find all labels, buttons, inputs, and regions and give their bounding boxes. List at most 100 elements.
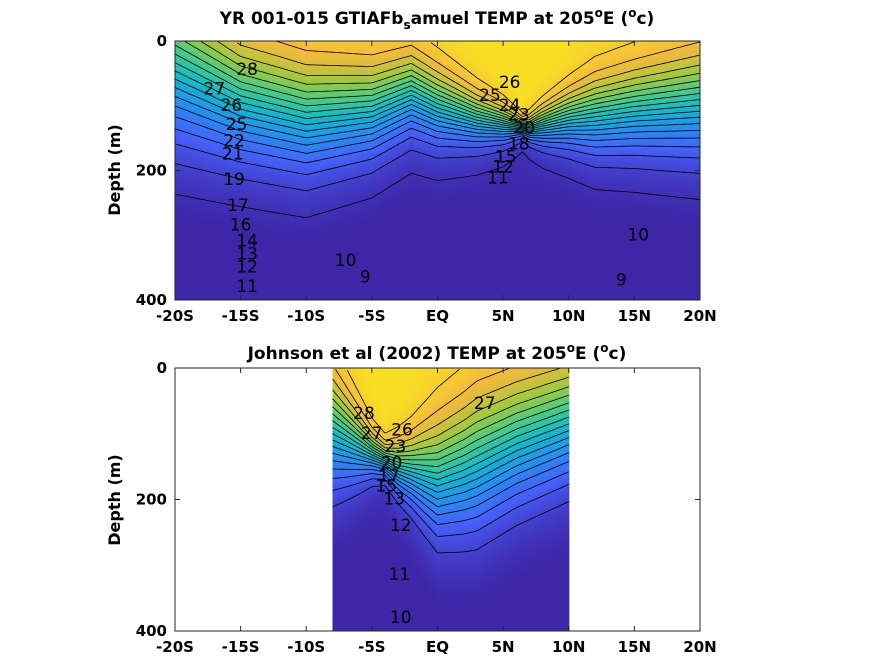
field-column — [466, 41, 474, 300]
contour-label: 13 — [236, 245, 258, 265]
field-column — [374, 368, 378, 631]
field-column — [332, 368, 336, 631]
field-column — [500, 368, 504, 631]
field-column — [221, 41, 229, 300]
field-column — [458, 368, 462, 631]
field-column — [427, 368, 431, 631]
contour-label: 11 — [389, 565, 411, 585]
contour-label: 28 — [236, 60, 258, 80]
title-bottom-sup2: o — [600, 341, 608, 355]
field-column — [448, 368, 452, 631]
contour-label: 23 — [508, 105, 530, 125]
contour-label: 21 — [222, 144, 244, 164]
chart-title-top: YR 001-015 GTIAFbsamuel TEMP at 205oE (o… — [219, 6, 655, 32]
field-column — [245, 41, 252, 300]
contour-label: 25 — [226, 115, 248, 135]
field-column — [403, 368, 407, 631]
field-column — [518, 368, 523, 631]
x-tick-label: -5S — [358, 638, 385, 656]
field-column — [606, 41, 614, 300]
contour-line-17 — [332, 430, 569, 487]
contour-label: 15 — [495, 148, 517, 168]
field-column — [600, 41, 608, 300]
y-tick-label: 0 — [157, 32, 167, 50]
field-column — [503, 368, 507, 631]
contour-line-10 — [175, 141, 700, 192]
x-tick-label: 5N — [492, 307, 515, 325]
field-column — [256, 41, 264, 300]
contour-label: 28 — [353, 404, 375, 424]
chart-title-bottom: Johnson et al (2002) TEMP at 205oE (oc) — [247, 341, 627, 364]
contour-line-25 — [237, 42, 700, 120]
contour-field-top — [175, 41, 700, 300]
field-column — [612, 41, 619, 300]
field-column — [361, 368, 365, 631]
field-column — [647, 41, 654, 300]
field-column — [577, 41, 584, 300]
y-axis-label-bottom: Depth (m) — [105, 454, 124, 546]
field-column — [377, 368, 381, 631]
field-column — [525, 41, 532, 300]
field-column — [361, 41, 369, 300]
field-column — [641, 41, 649, 300]
contour-line-23 — [332, 386, 569, 453]
field-column — [367, 41, 374, 300]
x-tick-label: 15N — [618, 307, 651, 325]
field-column — [353, 368, 357, 631]
field-column — [471, 368, 475, 631]
contour-line-26 — [335, 368, 510, 441]
field-column — [501, 41, 509, 300]
field-column — [542, 41, 549, 300]
field-column — [348, 368, 352, 631]
contour-line-13 — [332, 461, 569, 516]
field-column — [406, 368, 410, 631]
field-column — [398, 368, 402, 631]
field-column — [513, 41, 520, 300]
contour-line-22 — [332, 394, 569, 457]
contour-label: 10 — [390, 608, 412, 628]
field-column — [192, 41, 199, 300]
field-column — [450, 368, 454, 631]
field-column — [511, 368, 515, 631]
field-column — [469, 368, 473, 631]
contour-label: 12 — [390, 516, 412, 536]
field-column — [429, 368, 433, 631]
field-column — [534, 368, 538, 631]
contour-line-13 — [175, 116, 700, 154]
field-column — [497, 368, 502, 631]
x-tick-label: -15S — [222, 307, 260, 325]
contour-line-18 — [332, 423, 569, 481]
field-column — [589, 41, 596, 300]
contour-label: 13 — [383, 490, 405, 510]
contour-line-16 — [332, 437, 569, 493]
x-tick-label: -20S — [156, 638, 194, 656]
contour-label: 16 — [230, 216, 252, 236]
field-column — [554, 41, 561, 300]
field-column — [565, 41, 573, 300]
field-column — [516, 368, 520, 631]
field-column — [624, 41, 631, 300]
contour-label: 17 — [227, 196, 249, 216]
contour-line-11 — [332, 478, 569, 537]
title-top-post1: E ( — [603, 9, 628, 29]
contour-label: 14 — [236, 232, 258, 252]
field-column — [524, 368, 528, 631]
x-tick-label: -10S — [287, 638, 325, 656]
field-column — [344, 41, 351, 300]
field-column — [526, 368, 530, 631]
contour-line-17 — [175, 78, 700, 131]
field-column — [291, 41, 299, 300]
field-column — [558, 368, 562, 631]
field-column — [431, 41, 439, 300]
field-column — [396, 41, 404, 300]
field-column — [350, 41, 357, 300]
field-column — [379, 41, 386, 300]
contour-label: 10 — [335, 251, 357, 271]
contour-label: 27 — [204, 80, 226, 100]
y-tick-label: 200 — [136, 162, 167, 180]
title-top-sup2: o — [628, 6, 636, 20]
contour-line-21 — [175, 44, 700, 126]
x-tick-label: 5N — [492, 638, 515, 656]
field-column — [566, 368, 570, 631]
field-column — [343, 368, 347, 631]
